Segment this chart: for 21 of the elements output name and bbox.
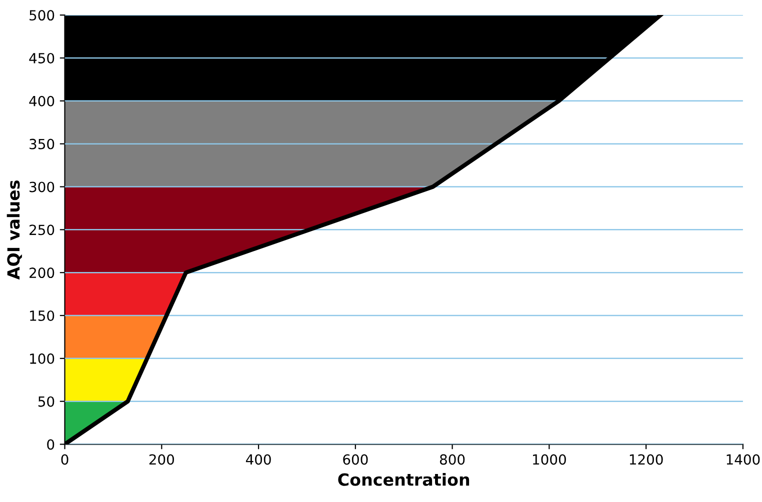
x-tick-label: 200	[149, 454, 174, 465]
x-tick-label: 1200	[630, 454, 663, 465]
y-tick-label: 250	[30, 224, 54, 236]
y-axis-title: AQI values	[6, 180, 22, 280]
y-tick-label: 400	[29, 96, 54, 106]
x-tick-label: 800	[440, 454, 465, 465]
y-tick-label: 100	[30, 353, 54, 364]
y-tick-label: 50	[38, 396, 54, 407]
y-tick-label: 350	[30, 138, 54, 150]
x-tick-label: 400	[246, 454, 271, 465]
y-tick-label: 300	[30, 182, 54, 192]
x-tick-label: 600	[343, 454, 368, 465]
x-tick-label: 1400	[726, 454, 760, 465]
x-axis-title: Concentration	[338, 472, 470, 486]
y-tick-label: 500	[30, 10, 54, 21]
y-tick-label: 0	[47, 439, 54, 450]
y-tick-label: 200	[30, 268, 54, 278]
x-tick-label: 1000	[533, 454, 566, 465]
x-tick-label: 0	[61, 454, 68, 465]
y-tick-label: 450	[29, 52, 54, 64]
y-tick-label: 150	[30, 310, 54, 321]
